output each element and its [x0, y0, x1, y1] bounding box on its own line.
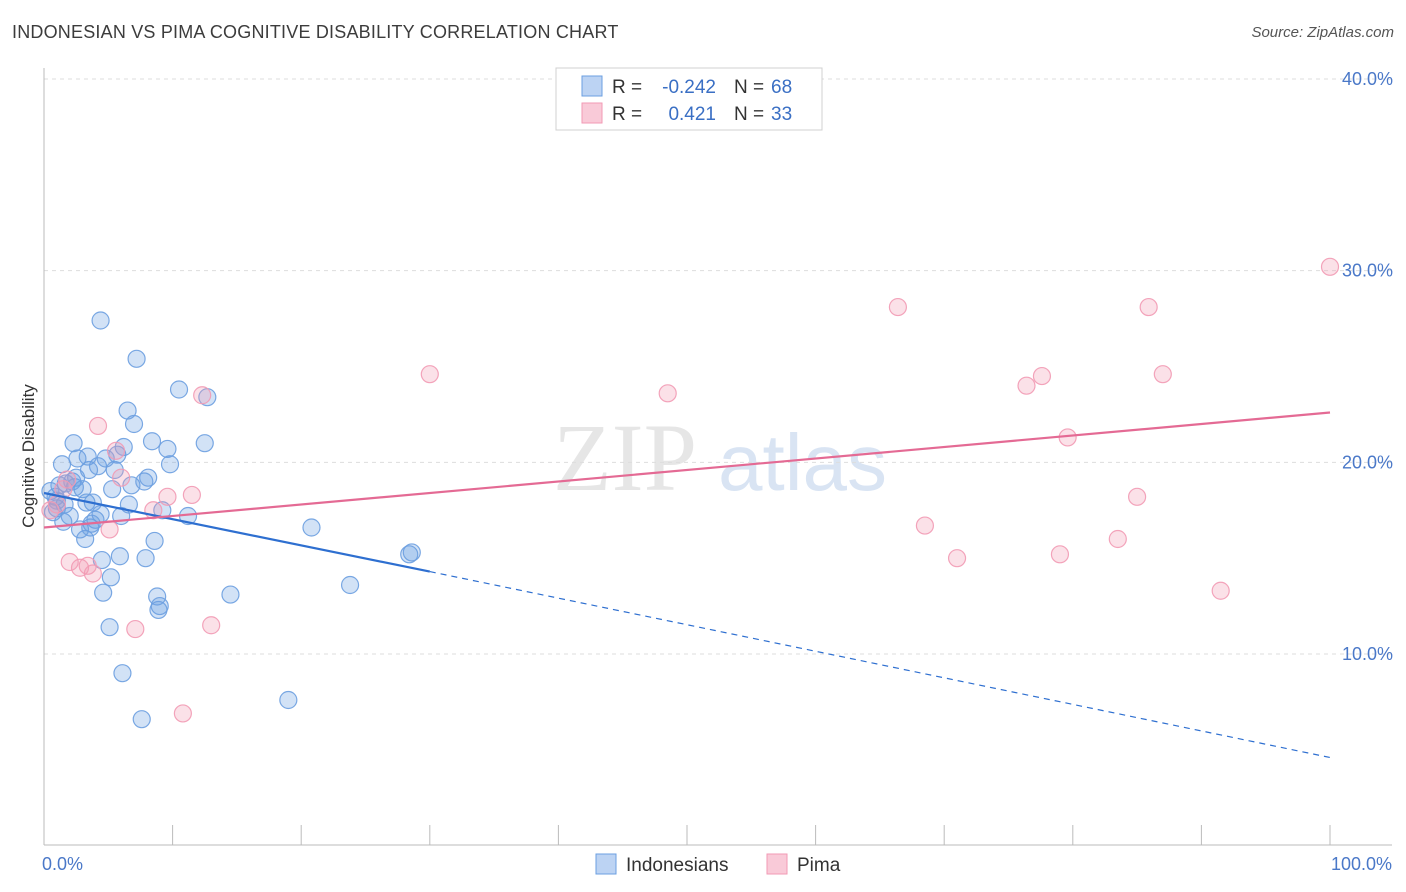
gridlines	[44, 78, 1392, 655]
point-pima-19	[420, 365, 439, 384]
point-indonesians-25	[94, 583, 113, 602]
point-pima-25	[1032, 366, 1052, 386]
point-pima-22	[915, 516, 935, 535]
watermark-atlas: atlas	[718, 418, 887, 507]
point-indonesians-38	[124, 414, 144, 434]
point-indonesians-32	[110, 547, 129, 566]
point-pima-28	[1108, 529, 1127, 549]
point-pima-8	[88, 416, 108, 436]
trend-line-pima	[43, 411, 1331, 529]
point-indonesians-61	[91, 311, 110, 330]
y-tick-labels: 10.0% 20.0% 30.0% 40.0%	[1342, 69, 1393, 664]
point-pima-32	[1211, 581, 1230, 600]
point-pima-12	[126, 619, 145, 639]
point-indonesians-40	[132, 710, 151, 729]
point-indonesians-57	[302, 518, 321, 537]
point-pima-11	[112, 468, 131, 487]
point-indonesians-33	[113, 664, 132, 683]
chart-title: INDONESIAN VS PIMA COGNITIVE DISABILITY …	[12, 22, 619, 42]
point-pima-23	[947, 549, 967, 568]
point-pima-29	[1127, 487, 1147, 506]
x-tick-label-min: 0.0%	[42, 854, 83, 874]
point-indonesians-55	[221, 585, 240, 604]
point-indonesians-63	[67, 468, 86, 487]
bottom-legend-swatch-indonesians	[595, 853, 617, 875]
point-indonesians-60	[402, 543, 421, 562]
x-tick-label-max: 100.0%	[1331, 854, 1392, 874]
point-indonesians-11	[64, 434, 83, 453]
point-pima-10	[106, 441, 126, 460]
point-indonesians-51	[169, 380, 189, 399]
legend-n-label-indonesians: N =	[734, 77, 764, 98]
y-tick-label-0: 10.0%	[1342, 644, 1393, 664]
point-pima-18	[202, 616, 221, 635]
axes	[43, 68, 1392, 846]
legend-swatch-pima	[581, 102, 603, 124]
point-indonesians-50	[160, 455, 180, 474]
point-pima-31	[1153, 365, 1172, 384]
trend-line-indonesians	[43, 491, 431, 573]
bottom-legend: Indonesians Pima	[595, 853, 841, 876]
point-pima-16	[182, 485, 201, 505]
point-indonesians-45	[145, 531, 164, 551]
point-indonesians-59	[400, 545, 419, 564]
legend-r-value-indonesians: -0.242	[662, 77, 716, 98]
point-indonesians-15	[76, 529, 95, 549]
point-pima-3	[58, 470, 77, 489]
point-pima-30	[1139, 297, 1158, 317]
point-pima-15	[173, 704, 192, 723]
point-indonesians-44	[142, 432, 162, 451]
bottom-legend-label-indonesians: Indonesians	[626, 855, 728, 876]
point-indonesians-49	[158, 439, 177, 459]
legend-r-label-indonesians: R =	[612, 77, 642, 98]
point-pima-20	[658, 384, 677, 403]
point-pima-26	[1050, 545, 1070, 564]
point-indonesians-39	[127, 349, 146, 368]
point-pima-17	[193, 386, 212, 405]
point-pima-24	[1017, 376, 1036, 395]
x-ticks	[172, 825, 1331, 845]
legend-swatch-indonesians	[581, 75, 603, 97]
trend-line-extension-indonesians	[429, 570, 1331, 759]
point-indonesians-28	[101, 568, 120, 587]
bottom-legend-label-pima: Pima	[797, 855, 841, 876]
point-pima-7	[83, 564, 102, 583]
point-pima-9	[100, 520, 119, 539]
point-indonesians-27	[100, 618, 119, 637]
y-axis-title: Cognitive Disability	[19, 384, 38, 528]
point-indonesians-56	[279, 690, 298, 710]
trend-lines	[43, 411, 1331, 759]
point-indonesians-42	[136, 549, 155, 568]
y-tick-label-3: 40.0%	[1342, 69, 1393, 89]
legend-r-value-pima: 0.421	[668, 104, 716, 125]
point-indonesians-48	[150, 596, 169, 616]
point-indonesians-53	[195, 434, 214, 453]
point-pima-33	[1320, 257, 1340, 276]
watermark-zip: ZIP	[553, 404, 697, 511]
y-tick-label-1: 20.0%	[1342, 452, 1393, 472]
point-pima-14	[158, 487, 177, 506]
legend: R = -0.242 N = 68 R = 0.421 N = 33	[555, 67, 823, 131]
point-pima-4	[60, 552, 79, 572]
legend-r-label-pima: R =	[612, 104, 642, 125]
point-indonesians-43	[139, 468, 158, 487]
watermark: ZIP atlas	[553, 404, 887, 511]
point-indonesians-58	[340, 575, 360, 595]
point-indonesians-14	[73, 480, 92, 499]
legend-n-value-pima: 33	[771, 104, 792, 125]
legend-n-value-indonesians: 68	[771, 77, 792, 98]
point-pima-21	[888, 297, 908, 317]
point-indonesians-5	[52, 455, 72, 474]
point-pima-1	[47, 495, 66, 514]
bottom-legend-swatch-pima	[766, 853, 788, 875]
legend-n-label-pima: N =	[734, 104, 764, 125]
y-tick-label-2: 30.0%	[1342, 261, 1393, 281]
source-label: Source: ZipAtlas.com	[1251, 24, 1394, 41]
